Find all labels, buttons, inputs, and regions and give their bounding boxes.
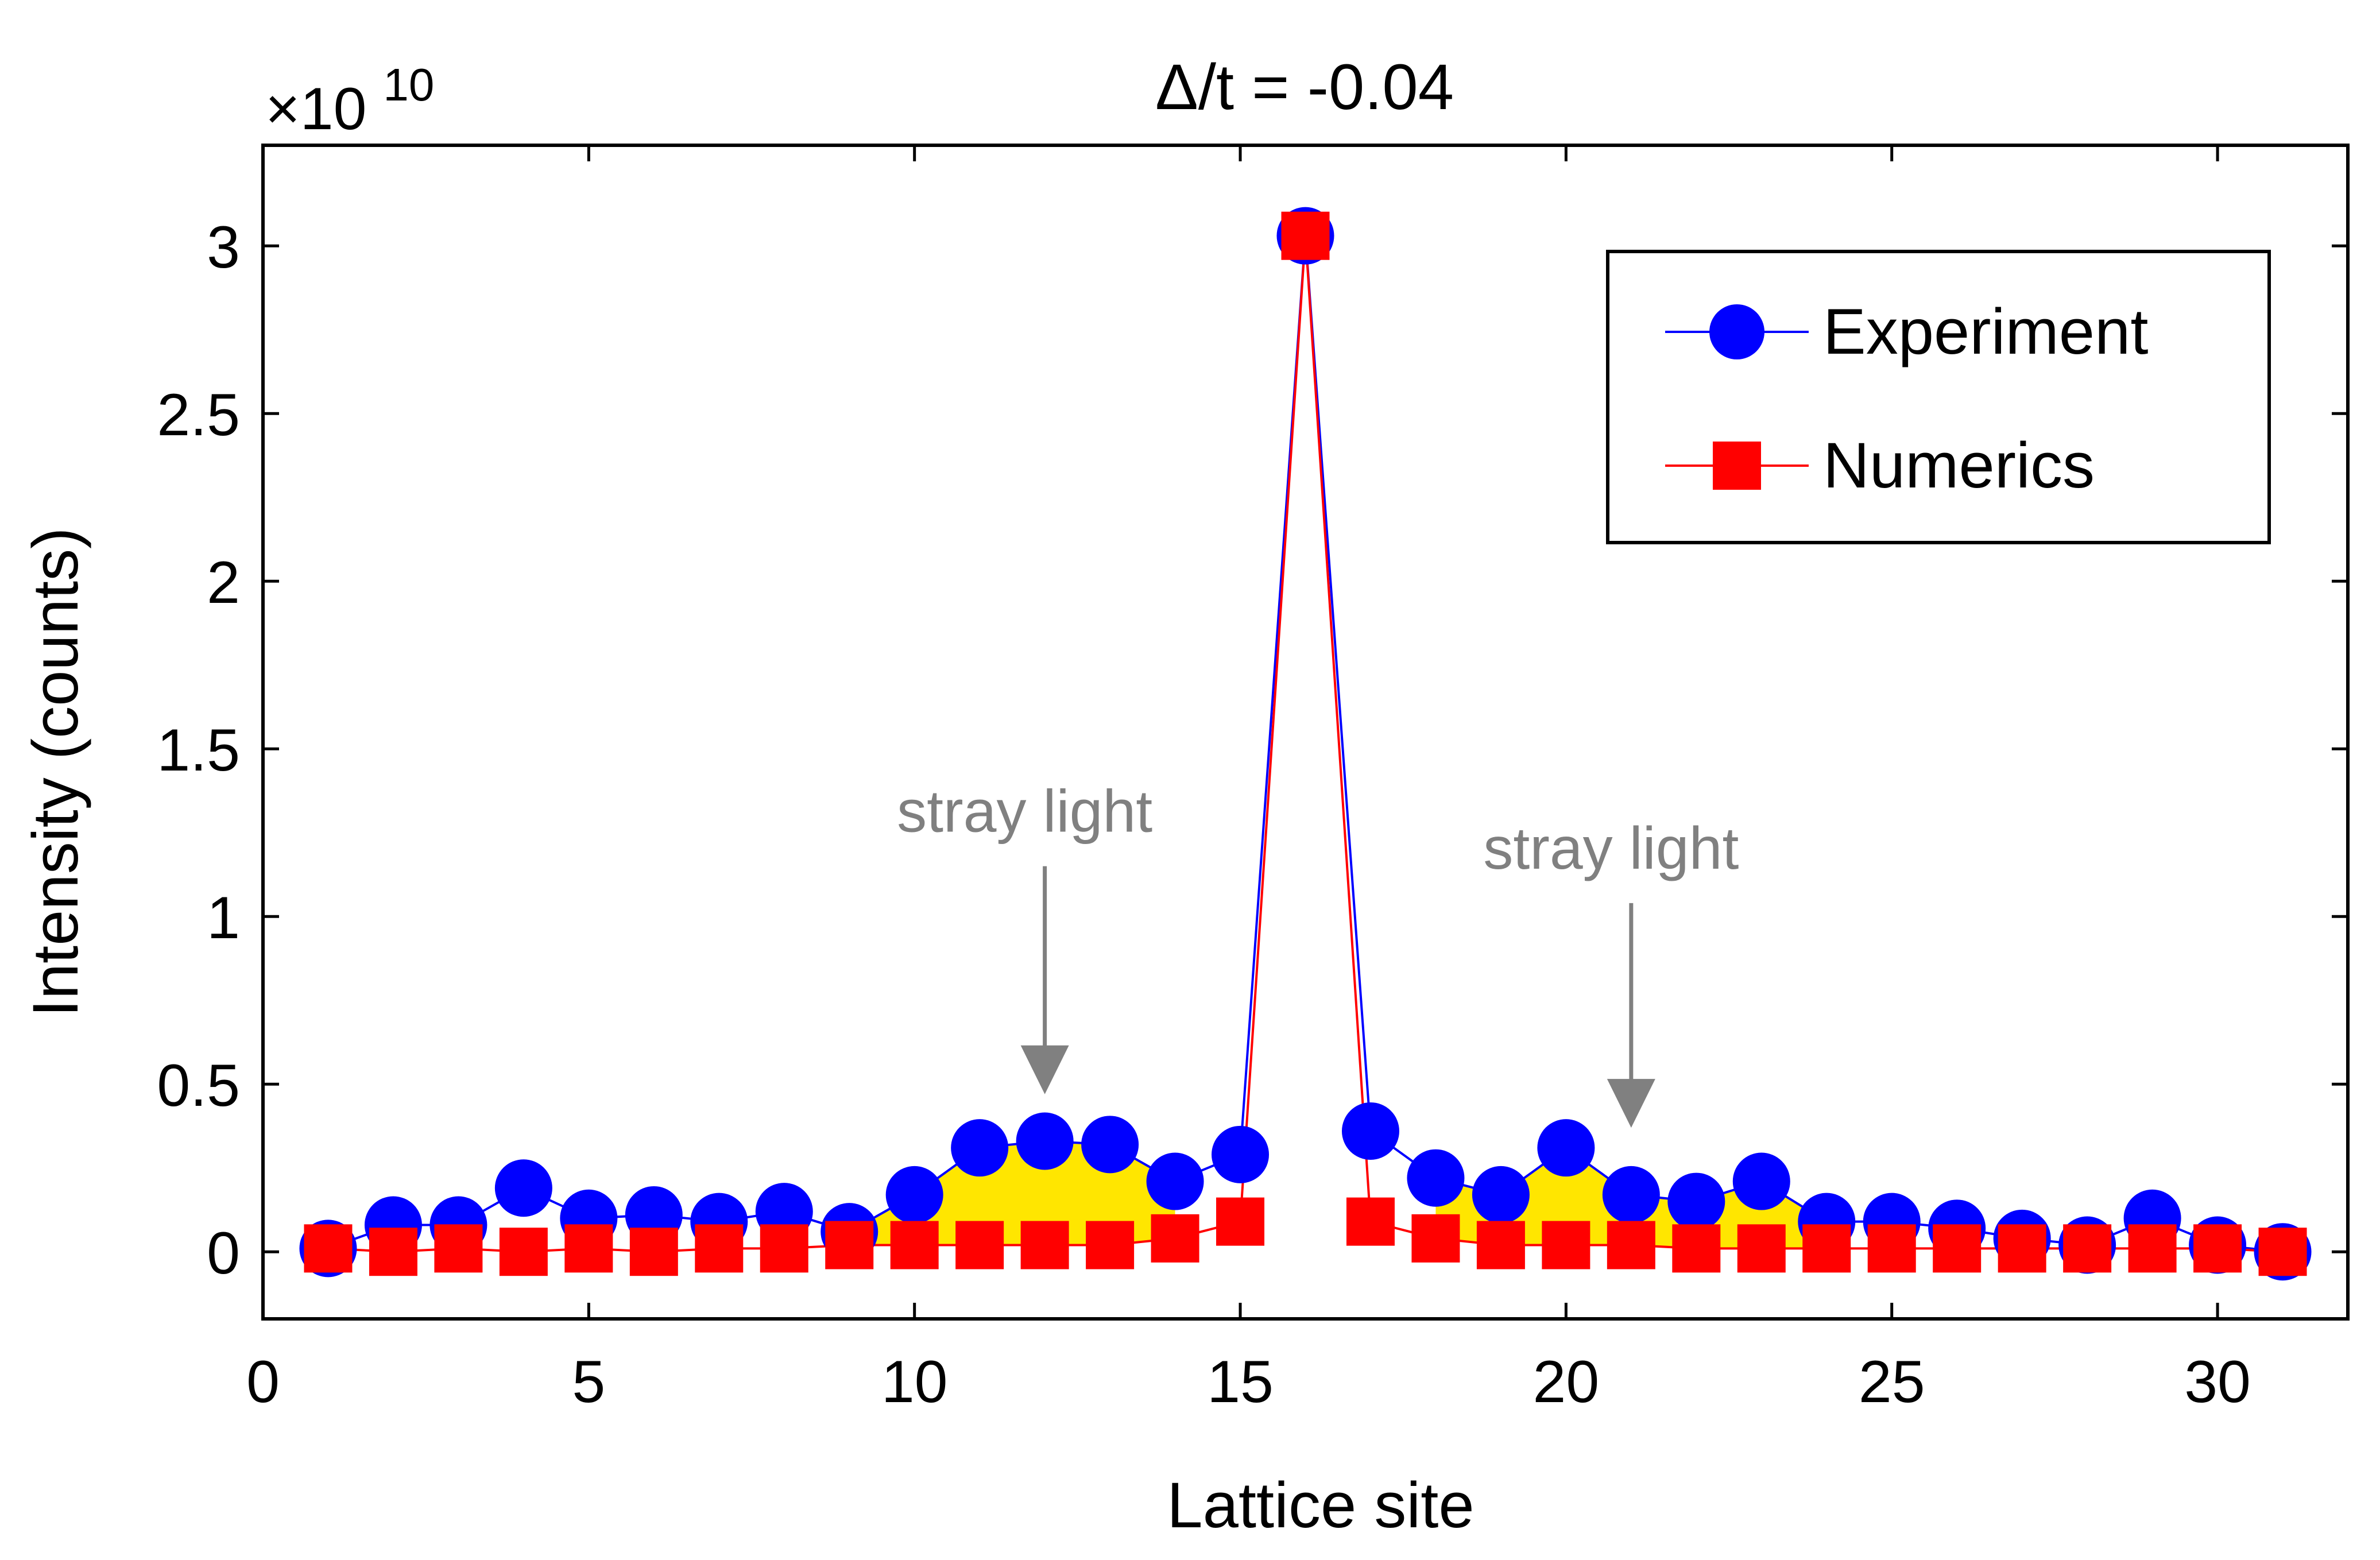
experiment-point <box>1081 1116 1139 1174</box>
y-multiplier-base: ×10 <box>265 76 366 142</box>
numerics-point <box>1607 1221 1655 1269</box>
experiment-point <box>951 1119 1009 1177</box>
experiment-point <box>1212 1125 1270 1183</box>
numerics-point <box>2193 1224 2242 1273</box>
numerics-point <box>1802 1224 1851 1273</box>
numerics-point <box>695 1224 744 1273</box>
numerics-point <box>1542 1221 1590 1269</box>
annotation-arrow-head <box>1020 1045 1069 1094</box>
annotation-label: stray light <box>1483 815 1739 882</box>
numerics-point <box>1346 1197 1395 1246</box>
numerics-point <box>1476 1221 1525 1269</box>
numerics-point <box>1998 1224 2046 1273</box>
legend-experiment-label: Experiment <box>1823 296 2148 367</box>
y-tick-label: 1.5 <box>157 717 240 784</box>
y-tick-label: 2 <box>207 549 240 616</box>
numerics-point <box>499 1228 548 1276</box>
annotation-label: stray light <box>897 779 1152 845</box>
experiment-point <box>1667 1172 1725 1230</box>
annotation-arrow-head <box>1607 1079 1655 1128</box>
y-tick-label: 0.5 <box>157 1052 240 1119</box>
y-tick-label: 3 <box>207 214 240 281</box>
numerics-point <box>304 1224 353 1273</box>
experiment-point <box>1016 1112 1074 1170</box>
y-tick-label: 0 <box>207 1220 240 1287</box>
experiment-point <box>1146 1152 1204 1210</box>
x-tick-label: 30 <box>2184 1349 2251 1415</box>
numerics-point <box>1086 1221 1135 1269</box>
legend-numerics-label: Numerics <box>1823 429 2095 501</box>
plot-area-frame <box>261 144 2350 1321</box>
numerics-point <box>2258 1228 2307 1276</box>
tick-layer: 0 5 10 15 20 25 30 0 0.5 1 1.5 2 2.5 3 <box>157 145 2348 1415</box>
numerics-point <box>1151 1214 1199 1263</box>
numerics-point <box>1020 1221 1069 1269</box>
experiment-point <box>1537 1119 1595 1177</box>
legend-numerics-marker <box>1713 442 1761 490</box>
x-tick-label: 10 <box>881 1349 948 1415</box>
experiment-point <box>494 1159 552 1217</box>
y-multiplier-label: ×10 10 <box>265 59 434 142</box>
x-tick-label: 0 <box>246 1349 280 1415</box>
numerics-point <box>890 1221 939 1269</box>
numerics-point <box>1281 211 1330 260</box>
legend-experiment-marker <box>1709 304 1764 359</box>
numerics-point <box>955 1221 1004 1269</box>
legend-box <box>1606 250 2271 544</box>
numerics-point <box>1411 1214 1460 1263</box>
numerics-point <box>1867 1224 1916 1273</box>
experiment-point <box>1602 1166 1660 1224</box>
experiment-point <box>1732 1152 1790 1210</box>
numerics-point <box>369 1228 417 1276</box>
numerics-point <box>825 1221 874 1269</box>
series-layer <box>299 207 2312 1281</box>
numerics-point <box>1672 1224 1721 1273</box>
x-tick-label: 20 <box>1533 1349 1600 1415</box>
experiment-point <box>1407 1149 1465 1207</box>
y-axis-label: Intensity (counts) <box>20 528 91 1017</box>
y-multiplier-exponent: 10 <box>383 59 434 110</box>
numerics-point <box>760 1224 808 1273</box>
x-axis-label: Lattice site <box>1167 1469 1474 1541</box>
experiment-point <box>1341 1102 1399 1160</box>
numerics-point <box>1737 1224 1786 1273</box>
experiment-point <box>1472 1166 1530 1224</box>
annotation-layer: stray light stray light <box>897 779 1739 1128</box>
legend: Experiment Numerics <box>1606 250 2271 544</box>
numerics-point <box>2128 1224 2177 1273</box>
x-tick-label: 15 <box>1207 1349 1274 1415</box>
numerics-point <box>434 1224 483 1273</box>
numerics-point <box>1216 1197 1265 1246</box>
x-tick-label: 25 <box>1859 1349 1925 1415</box>
numerics-point <box>1933 1224 1982 1273</box>
chart-title: Δ/t = -0.04 <box>1155 51 1454 123</box>
x-tick-label: 5 <box>572 1349 605 1415</box>
y-tick-label: 2.5 <box>157 382 240 448</box>
numerics-point <box>629 1228 678 1276</box>
y-tick-label: 1 <box>207 885 240 951</box>
numerics-point <box>564 1224 613 1273</box>
experiment-point <box>885 1166 943 1224</box>
numerics-point <box>2063 1224 2112 1273</box>
